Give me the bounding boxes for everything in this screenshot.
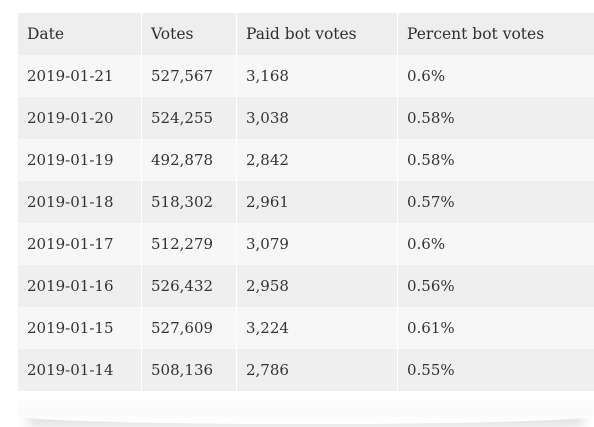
- cell-percent-bot-votes: 0.6%: [398, 55, 594, 97]
- cell-votes: 492,878: [142, 139, 237, 181]
- cell-percent-bot-votes: 0.61%: [398, 307, 594, 349]
- table-row: 2019-01-14 508,136 2,786 0.55%: [18, 349, 594, 391]
- cell-percent-bot-votes: 0.55%: [398, 349, 594, 391]
- cell-paid-bot-votes: 2,958: [237, 265, 398, 307]
- table-row: 2019-01-17 512,279 3,079 0.6%: [18, 223, 594, 265]
- cell-date: 2019-01-15: [18, 307, 142, 349]
- table-header: Date Votes Paid bot votes Percent bot vo…: [18, 13, 594, 55]
- cell-date: 2019-01-20: [18, 97, 142, 139]
- cell-votes: 526,432: [142, 265, 237, 307]
- cell-date: 2019-01-16: [18, 265, 142, 307]
- cell-votes: 527,609: [142, 307, 237, 349]
- cell-date: 2019-01-17: [18, 223, 142, 265]
- table-bottom-shadow: [18, 394, 594, 424]
- header-date: Date: [18, 13, 142, 55]
- cell-percent-bot-votes: 0.56%: [398, 265, 594, 307]
- table-row: 2019-01-20 524,255 3,038 0.58%: [18, 97, 594, 139]
- cell-paid-bot-votes: 3,168: [237, 55, 398, 97]
- header-row: Date Votes Paid bot votes Percent bot vo…: [18, 13, 594, 55]
- header-votes: Votes: [142, 13, 237, 55]
- cell-percent-bot-votes: 0.58%: [398, 97, 594, 139]
- cell-percent-bot-votes: 0.58%: [398, 139, 594, 181]
- bot-votes-table: Date Votes Paid bot votes Percent bot vo…: [18, 13, 594, 391]
- cell-percent-bot-votes: 0.6%: [398, 223, 594, 265]
- table-row: 2019-01-18 518,302 2,961 0.57%: [18, 181, 594, 223]
- cell-paid-bot-votes: 3,079: [237, 223, 398, 265]
- cell-paid-bot-votes: 3,038: [237, 97, 398, 139]
- table-row: 2019-01-15 527,609 3,224 0.61%: [18, 307, 594, 349]
- cell-paid-bot-votes: 2,961: [237, 181, 398, 223]
- header-percent-bot-votes: Percent bot votes: [398, 13, 594, 55]
- cell-paid-bot-votes: 3,224: [237, 307, 398, 349]
- cell-date: 2019-01-21: [18, 55, 142, 97]
- table-row: 2019-01-21 527,567 3,168 0.6%: [18, 55, 594, 97]
- table-row: 2019-01-19 492,878 2,842 0.58%: [18, 139, 594, 181]
- bot-votes-table-container: Date Votes Paid bot votes Percent bot vo…: [18, 13, 594, 391]
- cell-date: 2019-01-18: [18, 181, 142, 223]
- cell-paid-bot-votes: 2,842: [237, 139, 398, 181]
- cell-date: 2019-01-19: [18, 139, 142, 181]
- header-paid-bot-votes: Paid bot votes: [237, 13, 398, 55]
- table-row: 2019-01-16 526,432 2,958 0.56%: [18, 265, 594, 307]
- cell-votes: 524,255: [142, 97, 237, 139]
- table-body: 2019-01-21 527,567 3,168 0.6% 2019-01-20…: [18, 55, 594, 391]
- cell-votes: 512,279: [142, 223, 237, 265]
- cell-votes: 527,567: [142, 55, 237, 97]
- cell-votes: 508,136: [142, 349, 237, 391]
- cell-paid-bot-votes: 2,786: [237, 349, 398, 391]
- cell-date: 2019-01-14: [18, 349, 142, 391]
- cell-votes: 518,302: [142, 181, 237, 223]
- cell-percent-bot-votes: 0.57%: [398, 181, 594, 223]
